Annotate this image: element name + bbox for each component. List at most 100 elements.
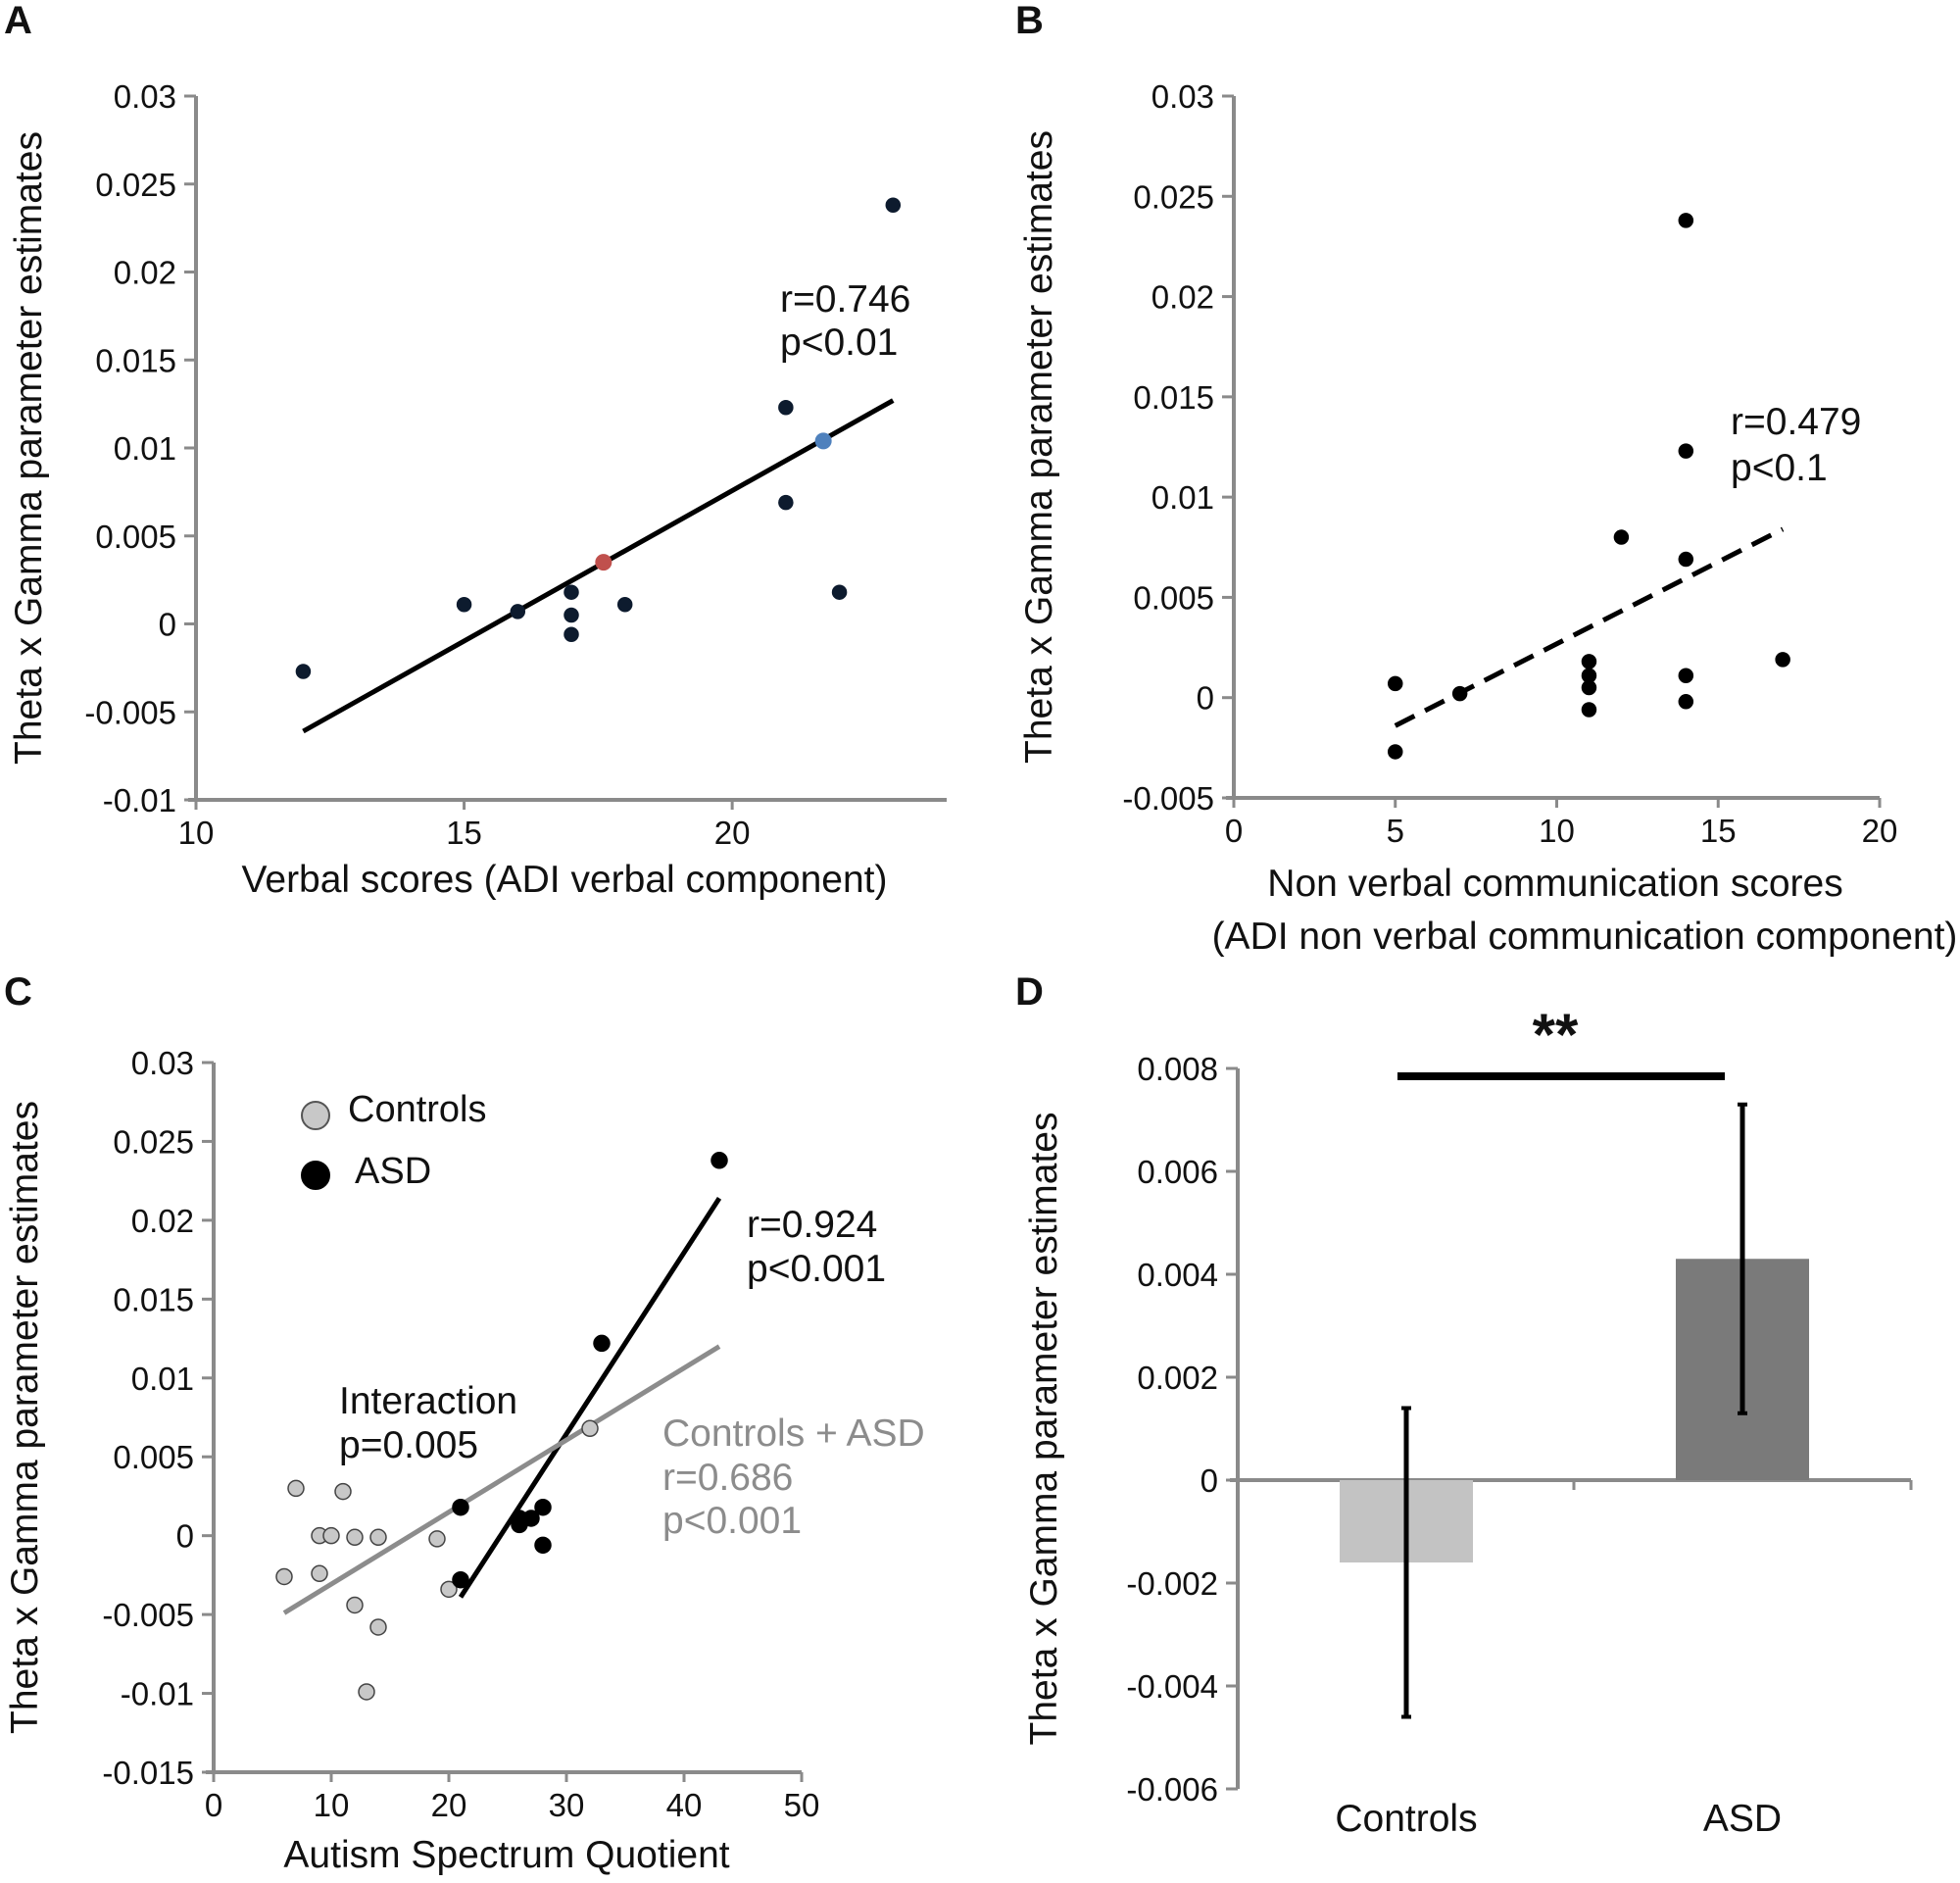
panel-letter-c: C [4, 970, 32, 1014]
y-tick-label: -0.002 [1126, 1565, 1218, 1602]
x-tick-label: 15 [1700, 813, 1737, 849]
control-data-point [322, 1526, 340, 1545]
y-tick-label: 0 [1200, 1462, 1218, 1499]
asd-data-point [534, 1536, 552, 1555]
y-tick-label: 0.01 [1152, 479, 1214, 516]
data-point [1451, 685, 1468, 702]
asd-correlation-r-label: r=0.924 [747, 1204, 877, 1246]
combined-fit-label: Controls + ASD [662, 1412, 925, 1455]
y-tick-label: 0.015 [95, 342, 176, 378]
data-point [510, 604, 526, 619]
x-tick-label: 10 [178, 815, 215, 851]
y-tick-label: -0.005 [102, 1597, 194, 1633]
y-tick-label: 0.03 [1152, 78, 1214, 115]
interaction-label: Interaction [339, 1380, 517, 1422]
panel-letter-a: A [4, 0, 32, 42]
y-tick-label: 0 [159, 607, 176, 643]
y-tick-label: 0.01 [114, 430, 176, 467]
asd-data-point [710, 1152, 728, 1169]
panel-a-scatter-chart: -0.01 -0.005 0 0.005 0.01 0.015 0.02 0.025 0.03 1… [8, 78, 947, 901]
highlighted-data-point [814, 432, 832, 450]
correlation-p-label: p<0.1 [1731, 447, 1828, 489]
y-tick-label: -0.015 [102, 1755, 194, 1791]
control-data-point [358, 1683, 375, 1701]
asd-data-point [534, 1498, 552, 1516]
data-point [1678, 213, 1694, 228]
x-axis-title: Verbal scores (ADI verbal component) [242, 859, 888, 901]
correlation-r-label: r=0.746 [780, 278, 910, 321]
data-point [1613, 529, 1630, 545]
y-axis-title: Theta x Gamma parameter estimates [1018, 130, 1060, 764]
significance-stars: ** [1533, 1002, 1579, 1067]
control-data-point [346, 1528, 364, 1547]
y-tick-label: 0.005 [1133, 579, 1214, 616]
correlation-p-label: p<0.01 [780, 322, 898, 364]
y-tick-label: 0.025 [1133, 178, 1214, 215]
y-tick-label: 0.006 [1137, 1154, 1218, 1190]
control-data-point [369, 1528, 387, 1547]
x-tick-label: 20 [1862, 813, 1898, 849]
y-tick-label: -0.01 [121, 1676, 194, 1712]
data-point [1581, 654, 1597, 669]
data-point [1678, 694, 1694, 710]
x-tick-label: 5 [1387, 813, 1404, 849]
data-point [778, 399, 794, 416]
y-tick-label: 0.005 [113, 1439, 194, 1475]
interaction-p-label: p=0.005 [339, 1424, 478, 1466]
y-tick-label: -0.005 [84, 694, 176, 730]
panel-b-scatter-chart: -0.005 0 0.005 0.01 0.015 0.02 0.025 0.03 0 5 10 15… [1018, 78, 1957, 958]
panel-letter-b: B [1015, 0, 1044, 42]
x-tick-label: 10 [314, 1787, 350, 1823]
y-tick-label: 0.02 [114, 255, 176, 291]
category-label-asd: ASD [1703, 1798, 1782, 1840]
data-point [456, 597, 472, 613]
y-axis-title: Theta x Gamma parameter estimates [1023, 1113, 1065, 1746]
y-tick-label: 0.005 [95, 519, 176, 555]
data-point [564, 607, 579, 623]
x-axis-title: Autism Spectrum Quotient [283, 1834, 729, 1876]
y-tick-label: -0.004 [1126, 1668, 1218, 1705]
x-tick-label: 0 [1225, 813, 1243, 849]
regression-line [458, 1197, 722, 1599]
asd-correlation-p-label: p<0.001 [747, 1248, 886, 1290]
data-point [1775, 652, 1790, 668]
x-tick-label: 20 [431, 1787, 467, 1823]
asd-data-point [452, 1570, 469, 1589]
regression-line [282, 1344, 721, 1615]
legend-marker-controls [301, 1101, 330, 1130]
y-tick-label: -0.005 [1122, 780, 1214, 817]
legend-label-controls: Controls [348, 1089, 487, 1130]
x-tick-label: 10 [1539, 813, 1575, 849]
x-tick-label: 15 [446, 815, 482, 851]
control-data-point [428, 1530, 446, 1548]
category-label-controls: Controls [1335, 1798, 1477, 1840]
asd-data-point [593, 1334, 611, 1353]
y-tick-label: 0.02 [131, 1203, 194, 1239]
data-point [831, 584, 848, 600]
y-tick-label: 0.03 [114, 78, 176, 115]
highlighted-data-point [595, 554, 612, 571]
y-axis-title: Theta x Gamma parameter estimates [4, 1101, 46, 1734]
x-tick-label: 30 [549, 1787, 585, 1823]
data-point [1388, 675, 1403, 692]
data-point [616, 597, 633, 613]
y-tick-label: 0.02 [1152, 279, 1214, 316]
data-point [564, 584, 579, 600]
data-point [1678, 668, 1694, 683]
y-tick-label: 0 [176, 1518, 194, 1555]
legend-label-asd: ASD [355, 1151, 431, 1192]
legend-marker-asd [301, 1161, 330, 1190]
y-tick-label: 0 [1197, 680, 1214, 717]
y-tick-label: -0.01 [103, 782, 176, 818]
panel-c-scatter-chart: -0.015 -0.01 -0.005 0 0.005 0.01 0.015 0.02 0.02… [4, 1045, 925, 1876]
asd-data-point [452, 1498, 469, 1516]
x-tick-label: 20 [714, 815, 751, 851]
y-tick-label: 0.025 [95, 167, 176, 203]
combined-correlation-r-label: r=0.686 [662, 1457, 793, 1499]
y-tick-label: 0.015 [1133, 379, 1214, 416]
panel-letter-d: D [1015, 970, 1044, 1014]
data-point [564, 626, 579, 643]
data-point [778, 494, 794, 511]
y-tick-label: 0.002 [1137, 1360, 1218, 1396]
